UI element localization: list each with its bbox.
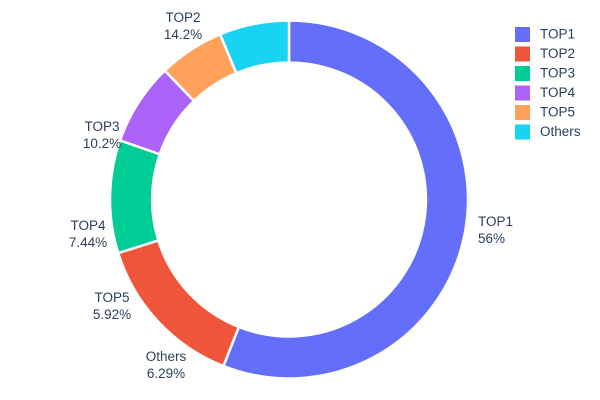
slice-label-name: TOP4 bbox=[70, 218, 106, 233]
legend-swatch-top4[interactable] bbox=[515, 85, 530, 101]
slice-label-value: 56% bbox=[478, 231, 505, 246]
slice-label-value: 14.2% bbox=[164, 27, 202, 42]
slice-label-name: Others bbox=[146, 349, 187, 364]
slice-label-top1: TOP1 56% bbox=[478, 214, 513, 246]
slice-label-top3: TOP3 10.2% bbox=[83, 119, 121, 151]
pie-slice-others[interactable] bbox=[218, 19, 291, 75]
legend[interactable]: TOP1 TOP2 TOP3 TOP4 TOP5 Others bbox=[515, 27, 581, 140]
slice-label-value: 6.29% bbox=[147, 366, 185, 381]
slice-label-value: 7.44% bbox=[69, 235, 107, 250]
legend-item-top3[interactable]: TOP3 bbox=[515, 66, 575, 81]
pie-slices-group bbox=[108, 19, 470, 380]
legend-label-others: Others bbox=[540, 124, 581, 139]
legend-swatch-top1[interactable] bbox=[515, 27, 530, 42]
slice-label-name: TOP5 bbox=[94, 290, 129, 305]
slice-label-name: TOP1 bbox=[478, 214, 513, 229]
legend-swatch-top3[interactable] bbox=[515, 66, 530, 81]
pie-slice-top1[interactable] bbox=[222, 19, 470, 380]
legend-item-top2[interactable]: TOP2 bbox=[515, 46, 575, 62]
slice-label-name: TOP3 bbox=[84, 119, 119, 134]
legend-label-top5: TOP5 bbox=[540, 105, 575, 120]
pie-slice-top3[interactable] bbox=[108, 139, 162, 255]
slice-label-name: TOP2 bbox=[165, 10, 200, 25]
slice-label-top4: TOP4 7.44% bbox=[69, 218, 107, 250]
legend-item-top5[interactable]: TOP5 bbox=[515, 105, 575, 120]
legend-swatch-others[interactable] bbox=[515, 124, 530, 140]
slice-label-value: 5.92% bbox=[93, 307, 131, 322]
legend-label-top2: TOP2 bbox=[540, 46, 575, 61]
legend-item-top4[interactable]: TOP4 bbox=[515, 85, 576, 101]
slice-labels-group: TOP1 56% TOP2 14.2% TOP3 10.2% TOP4 7.44% TOP5 5.… bbox=[69, 10, 513, 381]
legend-item-others[interactable]: Others bbox=[515, 124, 581, 140]
legend-label-top3: TOP3 bbox=[540, 66, 575, 81]
legend-item-top1[interactable]: TOP1 bbox=[515, 27, 575, 42]
legend-swatch-top2[interactable] bbox=[515, 46, 530, 62]
legend-label-top1: TOP1 bbox=[540, 27, 575, 42]
legend-label-top4: TOP4 bbox=[540, 85, 576, 100]
legend-swatch-top5[interactable] bbox=[515, 105, 530, 120]
slice-label-top2: TOP2 14.2% bbox=[164, 10, 202, 42]
slice-label-others: Others 6.29% bbox=[146, 349, 187, 381]
slice-label-value: 10.2% bbox=[83, 136, 121, 151]
slice-label-top5: TOP5 5.92% bbox=[93, 290, 131, 322]
